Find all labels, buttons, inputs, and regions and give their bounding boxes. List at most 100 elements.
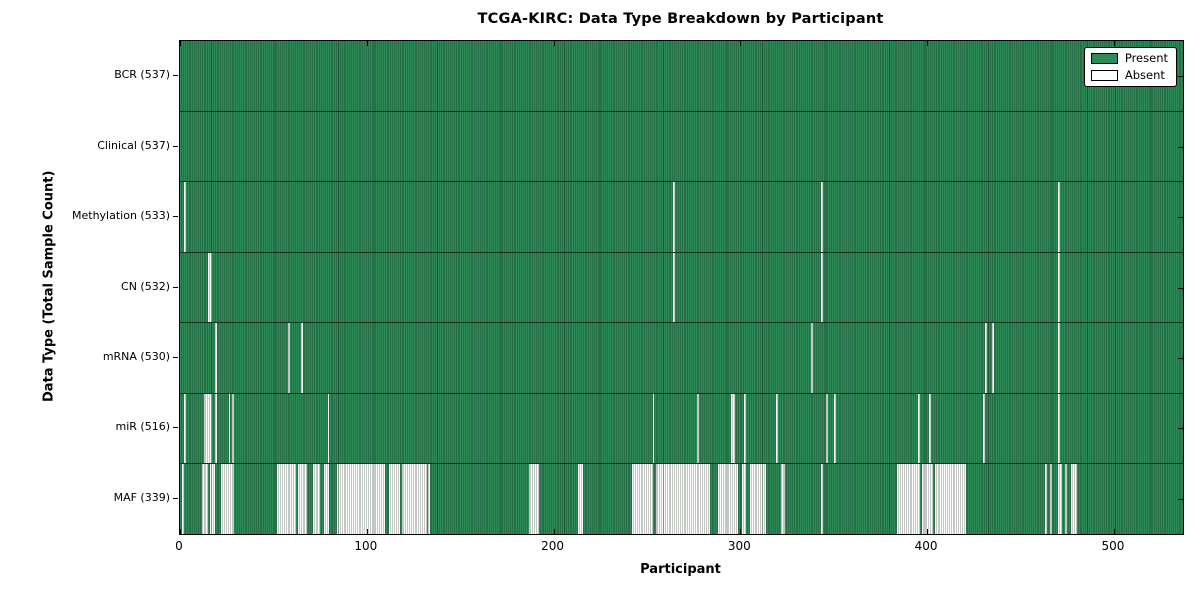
x-tick-mark-top xyxy=(740,41,742,46)
absent-stripe xyxy=(985,323,987,393)
absent-stripe xyxy=(202,464,208,535)
y-tick-mark-right xyxy=(1178,357,1183,359)
absent-stripe xyxy=(297,464,307,535)
absent-stripe xyxy=(1050,464,1053,535)
y-tick-mark-right xyxy=(1178,287,1183,289)
y-tick-label: Clinical (537) xyxy=(97,138,170,152)
x-tick-mark-top xyxy=(927,41,929,46)
absent-stripe xyxy=(928,393,931,464)
y-tick-mark xyxy=(173,497,178,499)
absent-stripe xyxy=(215,393,218,464)
x-tick-label: 400 xyxy=(914,539,938,553)
absent-stripe xyxy=(389,464,401,535)
absent-stripe xyxy=(632,464,653,535)
absent-stripe xyxy=(811,323,814,393)
absent-stripe xyxy=(215,323,218,393)
absent-stripe xyxy=(820,252,823,323)
y-tick-mark-right xyxy=(1178,76,1183,78)
absent-stripe xyxy=(652,393,655,464)
legend: Present Absent xyxy=(1083,47,1177,87)
absent-stripe xyxy=(934,464,967,535)
legend-label: Present xyxy=(1124,51,1168,65)
row-methylation xyxy=(180,182,1183,253)
absent-stripe xyxy=(577,464,584,535)
x-tick-mark-bottom xyxy=(740,529,742,534)
absent-stripe xyxy=(323,464,330,535)
absent-stripe xyxy=(992,323,995,393)
absent-stripe xyxy=(1057,393,1060,464)
absent-stripe xyxy=(921,464,933,535)
absent-stripe xyxy=(826,393,829,464)
y-tick-mark-right xyxy=(1178,428,1183,430)
x-axis-label: Participant xyxy=(640,562,721,577)
x-tick-label: 100 xyxy=(354,539,378,553)
absent-stripe xyxy=(1070,464,1077,535)
absent-stripe xyxy=(917,393,920,464)
absent-stripe xyxy=(656,464,711,535)
chart-title: TCGA-KIRC: Data Type Breakdown by Partic… xyxy=(477,11,884,27)
x-tick-label: 0 xyxy=(175,539,183,553)
y-tick-mark xyxy=(173,75,178,77)
absent-stripe xyxy=(833,393,836,464)
x-tick-label: 200 xyxy=(541,539,564,553)
row-mrna xyxy=(180,323,1183,394)
absent-stripe xyxy=(1057,182,1060,252)
absent-stripe xyxy=(228,393,231,464)
absent-stripe xyxy=(749,464,767,535)
absent-stripe xyxy=(336,464,386,535)
absent-stripe xyxy=(277,464,296,535)
legend-item: Absent xyxy=(1090,69,1168,82)
y-tick-mark xyxy=(173,216,178,218)
matrix-rows xyxy=(180,41,1183,535)
absent-stripe xyxy=(717,464,739,535)
row-maf xyxy=(180,464,1183,535)
absent-stripe xyxy=(673,182,675,252)
x-tick-mark-top xyxy=(180,41,181,46)
absent-stripe xyxy=(742,464,746,535)
absent-stripe xyxy=(402,464,427,535)
y-tick-mark-right xyxy=(1178,146,1183,148)
y-tick-label: Methylation (533) xyxy=(72,209,170,223)
y-tick-mark xyxy=(173,145,178,147)
plot-area: Present Absent xyxy=(179,40,1184,535)
x-tick-label: 500 xyxy=(1101,539,1125,553)
absent-stripe xyxy=(820,464,823,535)
absent-stripe xyxy=(775,393,778,464)
absent-stripe xyxy=(529,464,539,535)
legend-item: Present xyxy=(1090,51,1168,65)
absent-stripe xyxy=(288,323,291,393)
absent-stripe xyxy=(232,393,235,464)
y-tick-mark xyxy=(173,427,178,429)
absent-stripe xyxy=(327,393,330,464)
legend-swatch xyxy=(1090,53,1118,64)
y-tick-label: MAF (339) xyxy=(113,490,170,504)
y-tick-mark xyxy=(173,356,178,358)
absent-stripe xyxy=(183,393,186,464)
y-tick-mark-right xyxy=(1178,498,1183,500)
row-bcr xyxy=(180,41,1183,112)
absent-stripe xyxy=(897,464,920,535)
absent-stripe xyxy=(1057,323,1060,393)
absent-stripe xyxy=(1044,464,1047,535)
absent-stripe xyxy=(1057,464,1062,535)
y-tick-mark xyxy=(173,286,178,288)
y-tick-label: CN (532) xyxy=(121,279,170,293)
absent-stripe xyxy=(1065,464,1068,535)
absent-stripe xyxy=(1057,252,1060,323)
x-tick-mark-top xyxy=(1113,41,1115,46)
y-tick-label: miR (516) xyxy=(115,420,171,434)
legend-swatch xyxy=(1090,70,1118,81)
y-tick-label: BCR (537) xyxy=(114,68,170,82)
row-cn xyxy=(180,252,1183,324)
absent-stripe xyxy=(983,393,985,464)
x-tick-mark-bottom xyxy=(553,529,555,534)
absent-stripe xyxy=(673,252,675,323)
absent-stripe xyxy=(209,464,216,535)
x-tick-mark-top xyxy=(553,41,555,46)
absent-stripe xyxy=(697,393,700,464)
absent-stripe xyxy=(428,464,431,535)
x-tick-mark-bottom xyxy=(180,529,181,534)
absent-stripe xyxy=(204,393,212,464)
y-tick-label: mRNA (530) xyxy=(102,349,170,363)
